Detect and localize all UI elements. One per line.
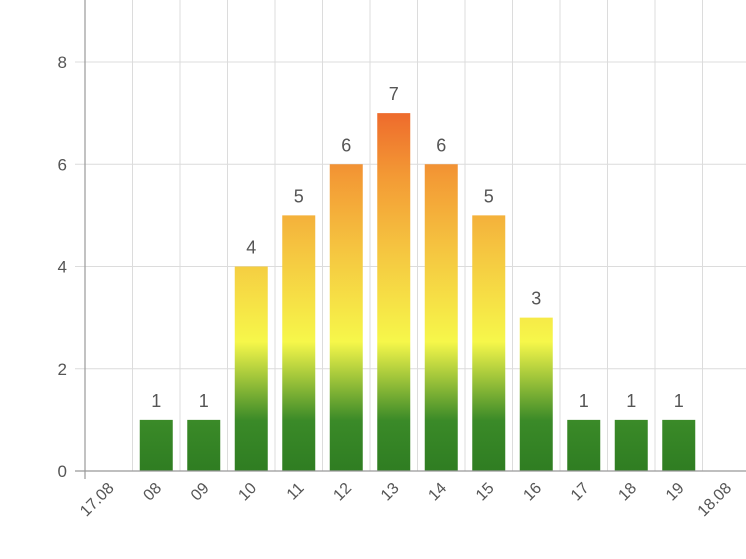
x-tick-label: 13	[378, 480, 403, 505]
x-tick-label: 11	[284, 480, 308, 504]
x-tick-label: 14	[425, 480, 450, 505]
data-label: 6	[341, 135, 351, 155]
y-tick-label: 8	[58, 53, 67, 72]
data-label: 7	[389, 84, 399, 104]
bar-11	[282, 215, 316, 471]
data-labels: 1 1 4 5 6 7 6 5 3 1 1 1	[151, 84, 684, 411]
bar-15	[472, 215, 506, 471]
bar-18	[614, 419, 648, 471]
data-label: 5	[294, 186, 304, 206]
bar-09	[187, 419, 221, 471]
x-tick-label: 10	[235, 480, 260, 505]
y-axis-ticks: 0 2 4 6 8	[58, 53, 67, 481]
axes	[75, 0, 746, 479]
data-label: 3	[531, 289, 541, 309]
x-tick-label: 19	[663, 480, 688, 505]
bar-17	[567, 419, 601, 471]
y-tick-label: 6	[58, 155, 67, 174]
x-tick-label: 12	[330, 480, 355, 505]
data-label: 5	[484, 186, 494, 206]
data-label: 1	[626, 391, 636, 411]
x-axis-ticks: 17.08 08 09 10 11 12 13 14 15 16 17 18 19 18.08	[77, 480, 735, 520]
bar-12	[329, 164, 363, 471]
bar-19	[662, 419, 696, 471]
grid	[75, 0, 746, 471]
data-label: 6	[436, 135, 446, 155]
x-tick-label: 18.08	[695, 480, 735, 520]
bar-10	[234, 266, 268, 471]
data-label: 1	[674, 391, 684, 411]
x-tick-label: 08	[140, 480, 165, 505]
data-label: 1	[199, 391, 209, 411]
y-tick-label: 0	[58, 462, 67, 481]
y-tick-label: 4	[58, 258, 67, 277]
y-tick-label: 2	[58, 360, 67, 379]
x-tick-label: 15	[473, 480, 498, 505]
x-tick-label: 17.08	[77, 480, 117, 520]
x-tick-label: 09	[188, 480, 213, 505]
bar-14	[424, 164, 458, 471]
data-label: 1	[579, 391, 589, 411]
bar-16	[519, 317, 553, 471]
data-label: 4	[246, 238, 256, 258]
bar-08	[139, 419, 173, 471]
bars	[139, 113, 696, 471]
x-tick-label: 16	[520, 480, 545, 505]
x-tick-label: 17	[568, 480, 593, 505]
bar-13	[377, 113, 411, 471]
x-tick-label: 18	[615, 480, 640, 505]
data-label: 1	[151, 391, 161, 411]
